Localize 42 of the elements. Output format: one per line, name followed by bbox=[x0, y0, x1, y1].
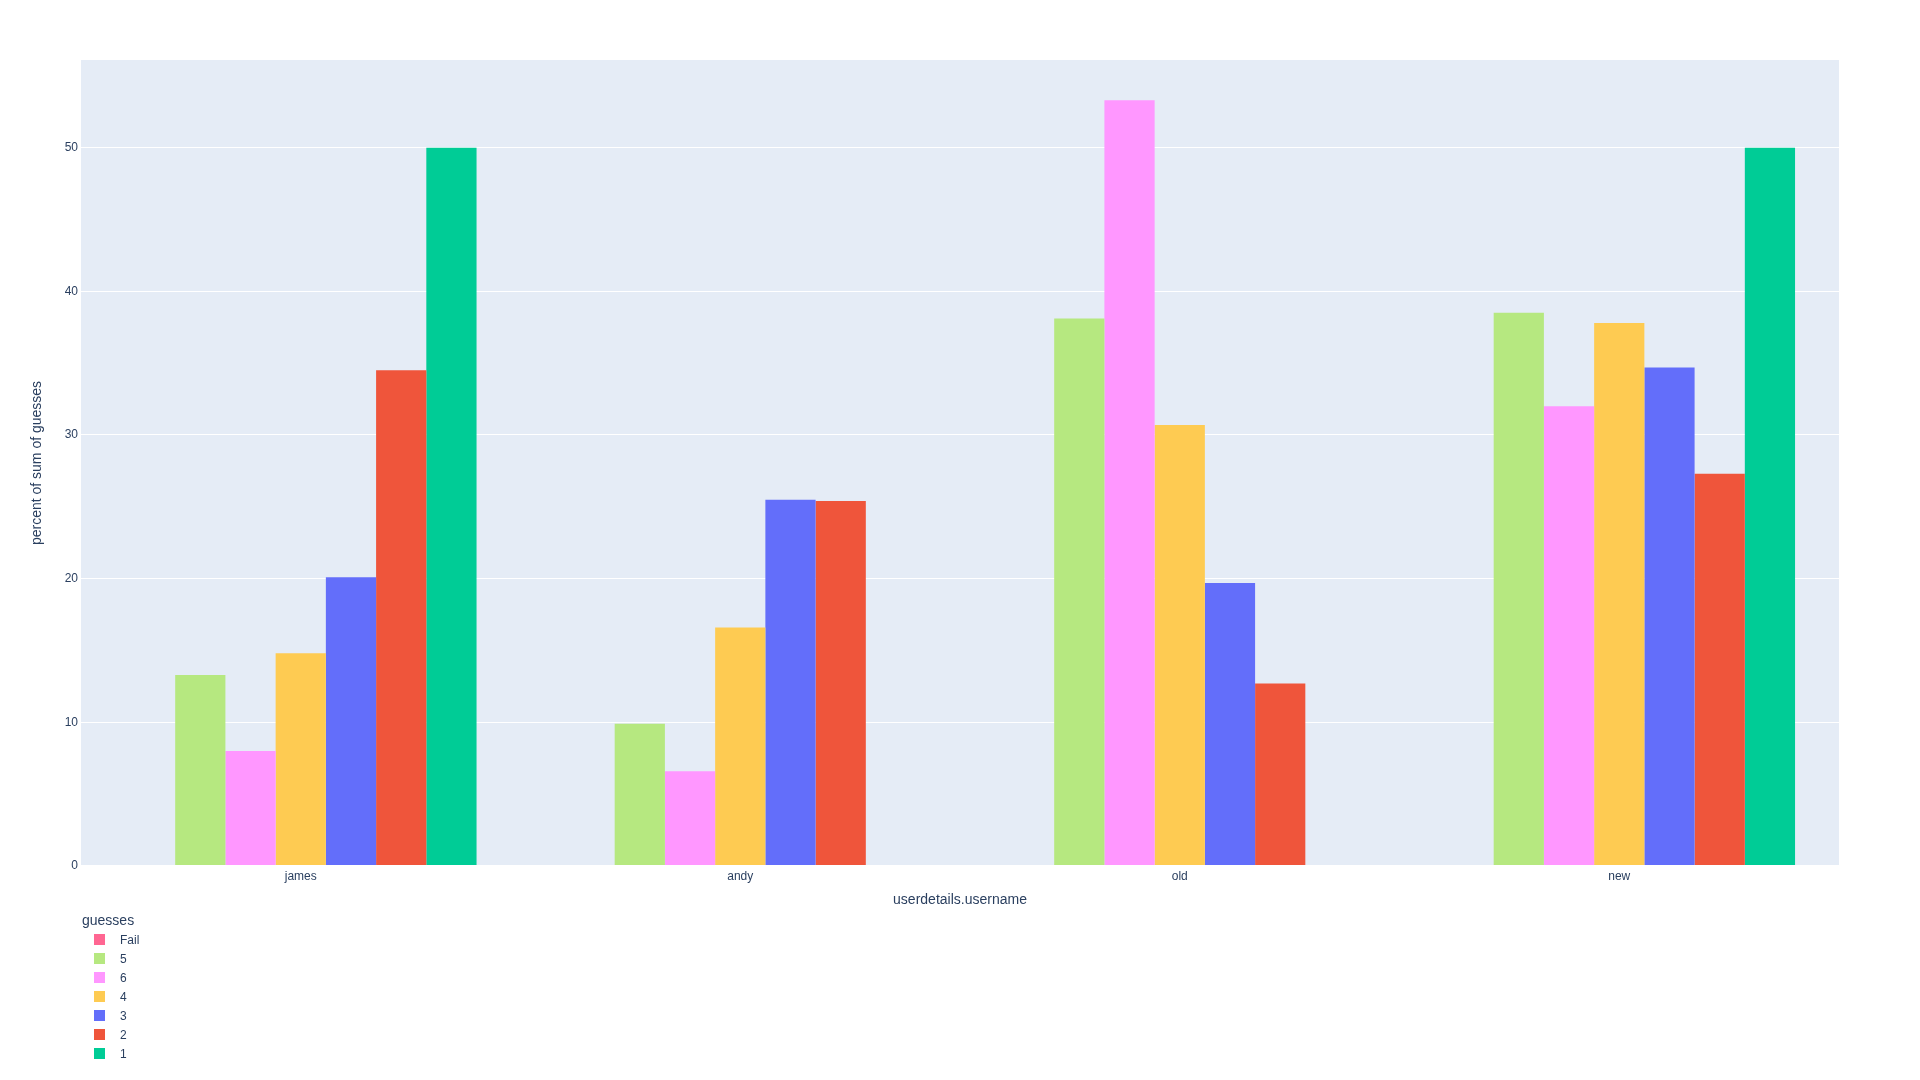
bar bbox=[1644, 367, 1695, 865]
legend-label: 4 bbox=[120, 989, 127, 1004]
legend-label: 6 bbox=[120, 970, 127, 985]
bar bbox=[765, 499, 816, 865]
legend-label: Fail bbox=[120, 932, 140, 947]
bar bbox=[664, 771, 716, 865]
bar bbox=[1594, 322, 1645, 865]
bar bbox=[1104, 100, 1155, 865]
bar bbox=[225, 751, 276, 865]
bar bbox=[1054, 318, 1105, 865]
bar bbox=[1543, 406, 1595, 865]
bar bbox=[175, 674, 226, 865]
y-tick-label: 0 bbox=[71, 858, 79, 873]
legend-label: 1 bbox=[120, 1046, 127, 1061]
y-axis-title: percent of sum of guesses bbox=[27, 380, 44, 546]
bar bbox=[715, 627, 766, 865]
x-tick-label: andy bbox=[727, 868, 754, 883]
y-tick-label: 50 bbox=[64, 139, 79, 154]
y-tick-label: 40 bbox=[64, 283, 79, 298]
bar bbox=[1744, 147, 1796, 865]
y-tick-label: 30 bbox=[64, 427, 79, 442]
bar bbox=[1154, 424, 1205, 865]
legend-title: guesses bbox=[82, 911, 136, 930]
bar bbox=[614, 723, 665, 865]
x-axis-title: userdetails.username bbox=[893, 890, 1028, 907]
bar bbox=[815, 501, 866, 865]
bar bbox=[1694, 473, 1745, 865]
bar bbox=[1493, 312, 1544, 865]
bar bbox=[325, 577, 377, 865]
bar bbox=[1204, 582, 1256, 865]
bar bbox=[376, 370, 427, 865]
y-tick-label: 20 bbox=[64, 570, 79, 585]
bar bbox=[1255, 683, 1306, 865]
x-tick-label: new bbox=[1608, 868, 1631, 883]
legend-label: 3 bbox=[120, 1008, 127, 1023]
x-tick-label: old bbox=[1171, 868, 1188, 883]
legend-label: 5 bbox=[120, 951, 127, 966]
y-tick-label: 10 bbox=[64, 714, 79, 729]
bar bbox=[426, 147, 477, 865]
x-tick-label: james bbox=[283, 868, 317, 883]
legend-label: 2 bbox=[120, 1027, 127, 1042]
bar bbox=[275, 653, 326, 865]
